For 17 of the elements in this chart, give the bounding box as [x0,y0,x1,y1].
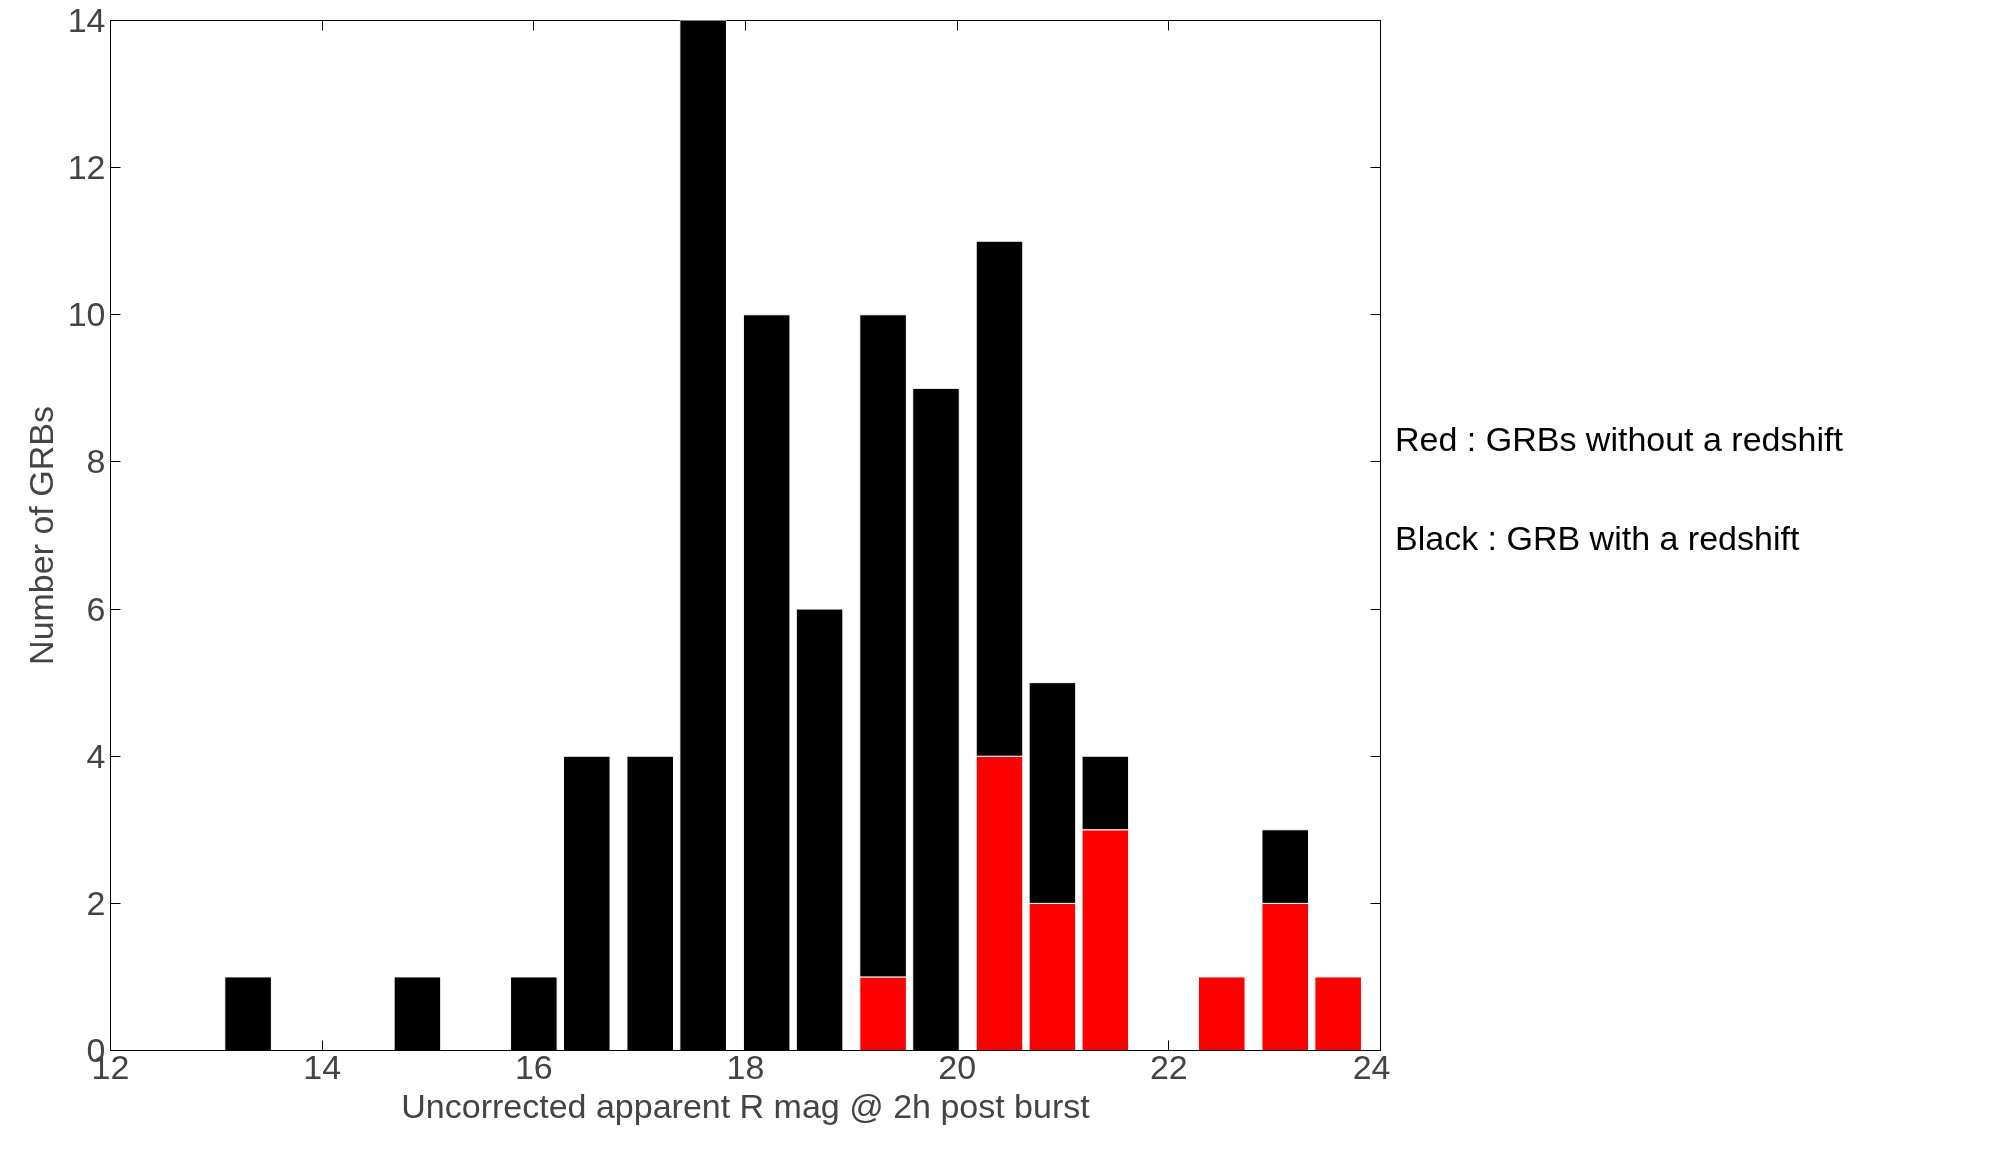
x-tick-label: 24 [1352,1047,1391,1086]
x-tick-label: 20 [938,1047,977,1086]
y-tick-label: 4 [86,736,106,775]
x-tick-label: 18 [726,1047,765,1086]
y-tick-label: 6 [86,589,106,628]
y-tick-label: 8 [86,442,106,481]
x-axis-title: Uncorrected apparent R mag @ 2h post burst [401,1086,1091,1125]
x-tick-label: 14 [303,1047,342,1086]
x-tick-label: 22 [1149,1047,1188,1086]
text: Black : GRB with a redshift [1395,517,1800,559]
y-axis-title: Number of GRBs [21,406,60,665]
y-tick-label: 2 [86,883,106,922]
y-tick-label: 10 [67,295,106,334]
text: Red : GRBs without a redshift [1395,419,1843,460]
y-tick-label: 12 [67,148,106,187]
y-tick-label: 14 [67,1,106,39]
x-tick-label: 16 [514,1047,553,1086]
